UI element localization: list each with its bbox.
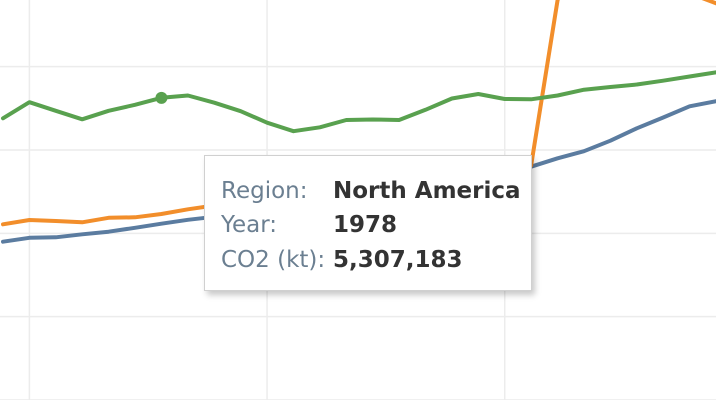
- series-line-0[interactable]: [1, 70, 716, 134]
- tooltip-region-row: Region: North America: [221, 176, 521, 206]
- tooltip: Region: North America Year: 1978 CO2 (kt):…: [204, 155, 532, 291]
- tooltip-region-value: North America: [333, 178, 521, 204]
- tooltip-co2-row: CO2 (kt): 5,307,183: [221, 245, 463, 275]
- tooltip-year-row: Year: 1978: [221, 210, 397, 240]
- highlight-markers[interactable]: [155, 91, 168, 104]
- tooltip-region-label: Region:: [221, 178, 308, 204]
- highlight-point[interactable]: [155, 91, 168, 104]
- tooltip-co2-value: 5,307,183: [333, 247, 463, 273]
- tooltip-co2-label: CO2 (kt):: [221, 247, 326, 273]
- tooltip-year-label: Year:: [221, 212, 278, 238]
- tooltip-year-value: 1978: [333, 212, 398, 238]
